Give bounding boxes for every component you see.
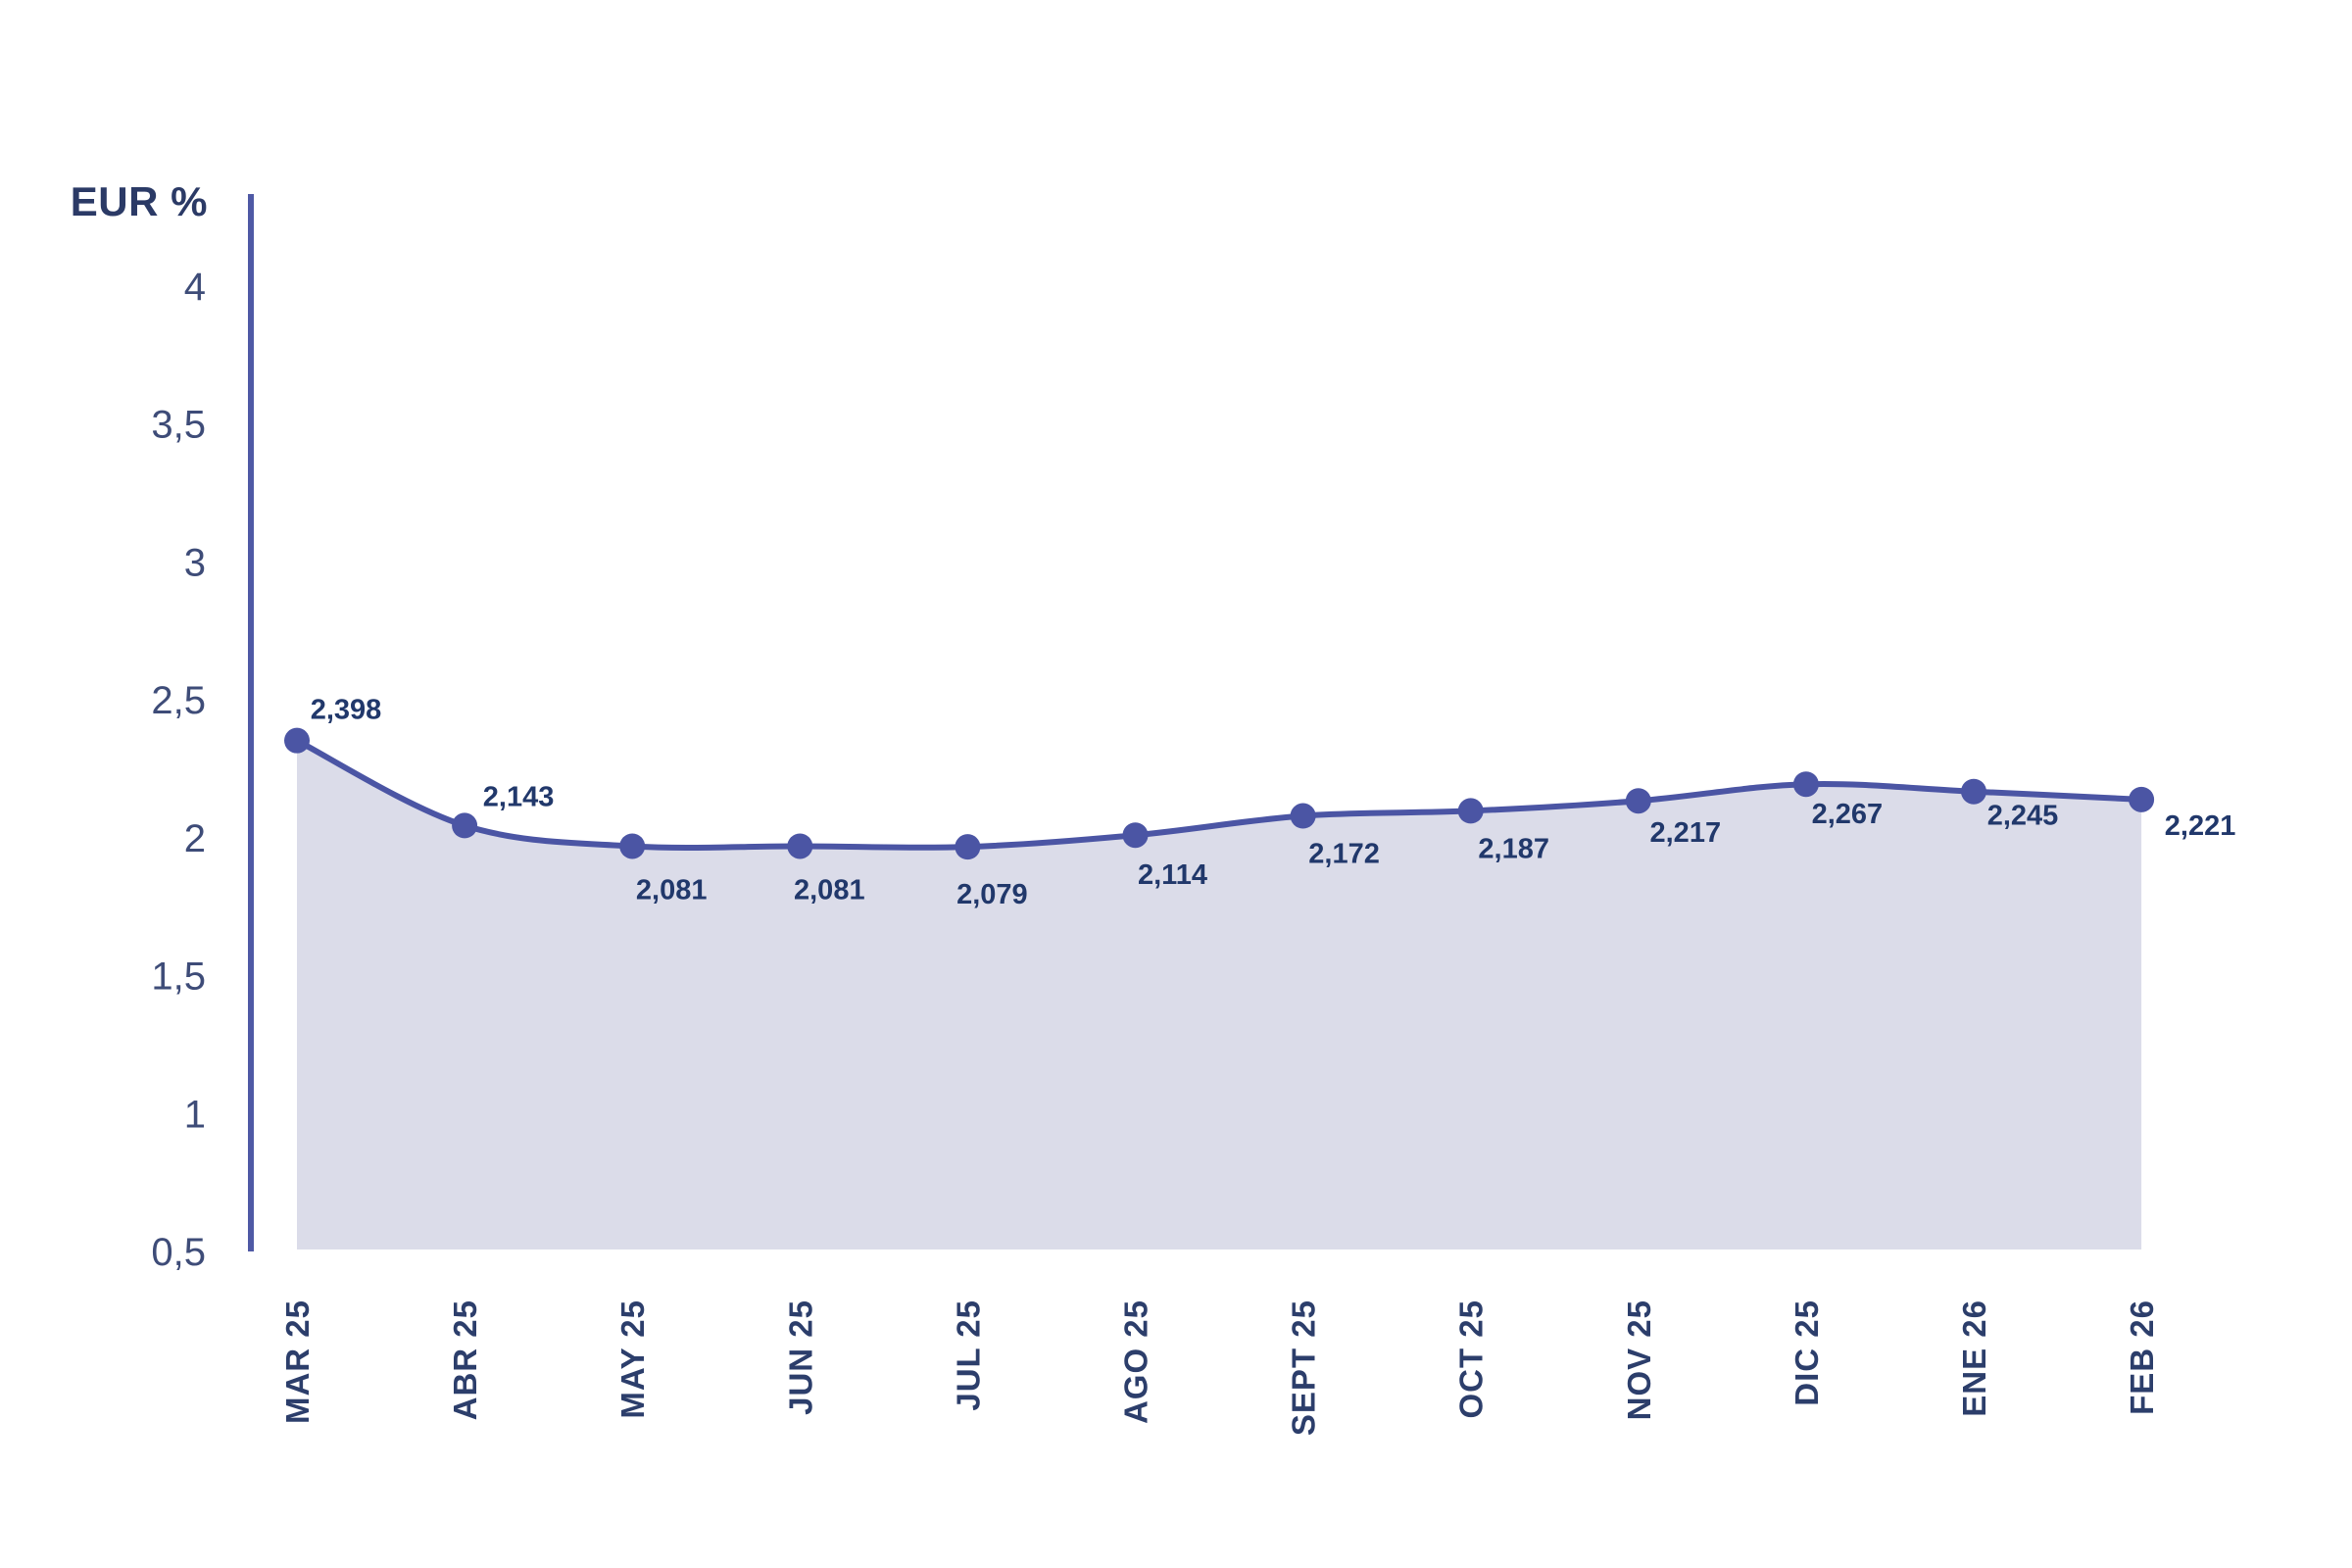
trend-line [294, 737, 2145, 852]
data-point-label: 2,143 [483, 781, 555, 812]
data-point [284, 727, 310, 754]
data-point [787, 833, 813, 859]
x-tick-label: MAR 25 [279, 1299, 316, 1424]
data-point-label: 2,245 [1987, 801, 2059, 832]
y-axis-title: EUR % [70, 178, 208, 224]
data-point [619, 833, 646, 859]
data-point-label: 2,081 [794, 874, 865, 906]
data-point-label: 2,217 [1650, 817, 1722, 849]
x-tick-label: AGO 25 [1118, 1299, 1154, 1424]
data-point [1122, 822, 1149, 849]
y-tick-label: 3 [184, 541, 206, 584]
y-tick-label: 4 [184, 266, 206, 309]
x-tick-label: ENE 26 [1956, 1299, 1992, 1417]
x-tick-label: JUN 25 [782, 1299, 818, 1415]
y-tick-label: 3,5 [151, 404, 206, 447]
data-point-label: 2,398 [311, 695, 382, 726]
x-tick-label: SEPT 25 [1286, 1299, 1322, 1436]
data-point-label: 2,172 [1308, 839, 1380, 870]
data-point [1961, 778, 1986, 805]
data-point [1792, 771, 1819, 798]
x-tick-label: OCT 25 [1453, 1299, 1490, 1419]
y-tick-label: 0,5 [151, 1231, 206, 1274]
data-point-label: 2,187 [1478, 833, 1549, 864]
data-point-label: 2,221 [2165, 810, 2236, 842]
y-tick-label: 1 [184, 1093, 206, 1136]
y-tick-label: 2 [184, 817, 206, 860]
x-tick-label: ABR 25 [447, 1299, 483, 1420]
data-point-label: 2,114 [1138, 859, 1207, 891]
x-tick-label: FEB 26 [2124, 1299, 2160, 1415]
x-tick-label: DIC 25 [1788, 1299, 1825, 1406]
data-point [1290, 803, 1316, 829]
data-point-label: 2,267 [1812, 799, 1884, 830]
data-point-label: 2,081 [636, 874, 708, 906]
x-tick-label: JUL 25 [950, 1299, 986, 1411]
x-tick-label: NOV 25 [1621, 1299, 1657, 1420]
data-point [452, 812, 478, 839]
x-tick-label: MAY 25 [614, 1299, 651, 1419]
data-point [1457, 798, 1484, 824]
data-point [2129, 786, 2155, 812]
area-fill [297, 740, 2142, 1250]
data-point-label: 2,079 [956, 879, 1028, 910]
y-tick-label: 2,5 [151, 679, 206, 722]
data-point [955, 834, 981, 860]
y-tick-label: 1,5 [151, 956, 206, 999]
data-point [1625, 788, 1651, 814]
